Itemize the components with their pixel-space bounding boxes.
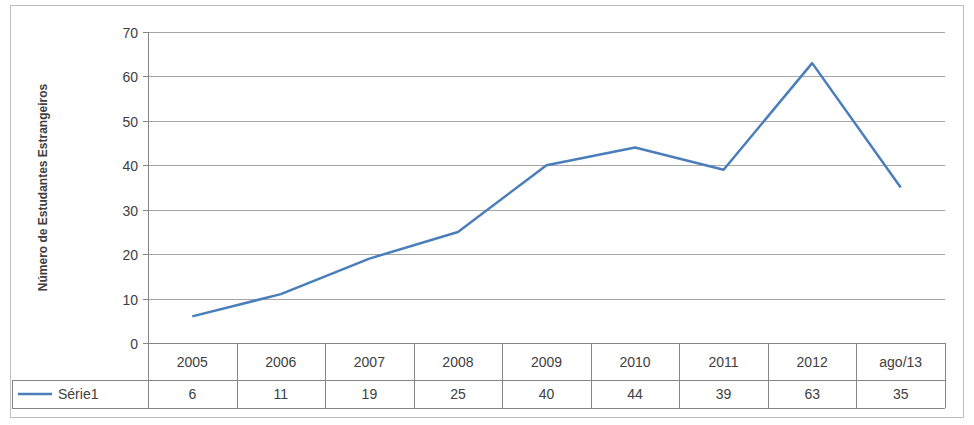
plot-area [192, 63, 900, 316]
y-tick-label: 40 [122, 158, 138, 174]
grid-line [148, 32, 945, 33]
table-line [591, 343, 592, 408]
table-line [325, 343, 326, 408]
y-tick-label: 30 [122, 203, 138, 219]
x-tick-label: 2007 [354, 354, 385, 370]
x-tick-label: 2011 [709, 354, 739, 370]
table-value: 63 [804, 386, 820, 402]
y-tick [143, 121, 148, 122]
y-tick [143, 210, 148, 211]
y-tick-label: 0 [130, 336, 138, 352]
table-value: 40 [539, 386, 555, 402]
table-line [148, 343, 149, 408]
x-tick-label: 2005 [177, 354, 208, 370]
legend-label: Série1 [58, 386, 99, 402]
x-tick-label: 2012 [797, 354, 828, 370]
x-tick-label: 2009 [531, 354, 562, 370]
table-line [12, 380, 13, 408]
y-tick [143, 32, 148, 33]
table-value: 6 [188, 386, 196, 402]
y-tick-label: 50 [122, 114, 138, 130]
table-line [148, 343, 945, 344]
grid: 0 10 20 30 40 50 60 70 [122, 25, 945, 352]
chart-svg: 0 10 20 30 40 50 60 70 Número de Estudantes Estr… [0, 0, 974, 425]
table-line [414, 343, 415, 408]
y-tick [143, 299, 148, 300]
table-line [768, 343, 769, 408]
data-table: 2005 2006 2007 2008 2009 2010 2011 2012 ago/13 Sé… [12, 343, 946, 409]
table-line [945, 343, 946, 408]
series-line [192, 63, 900, 316]
chart-container: 0 10 20 30 40 50 60 70 Número de Estudantes Estr… [0, 0, 974, 425]
chart-frame [11, 6, 964, 418]
x-tick-label: 2006 [265, 354, 296, 370]
table-value: 19 [362, 386, 378, 402]
y-axis [148, 32, 149, 343]
grid-line [148, 299, 945, 300]
table-line [856, 343, 857, 408]
grid-line [148, 343, 945, 344]
y-tick-label: 20 [122, 247, 138, 263]
y-tick [143, 76, 148, 77]
grid-line [148, 210, 945, 211]
table-value: 44 [627, 386, 643, 402]
table-value: 35 [893, 386, 909, 402]
table-line [237, 343, 238, 408]
y-tick-label: 60 [122, 69, 138, 85]
grid-line [148, 76, 945, 77]
y-tick-label: 70 [122, 25, 138, 41]
y-tick [143, 343, 148, 344]
grid-line [148, 254, 945, 255]
table-value: 39 [716, 386, 732, 402]
table-line [12, 408, 945, 409]
table-line [679, 343, 680, 408]
x-tick-label: ago/13 [879, 354, 922, 370]
table-line [12, 380, 945, 381]
table-value: 11 [274, 386, 289, 402]
x-tick-label: 2008 [442, 354, 473, 370]
table-line [502, 343, 503, 408]
grid-line [148, 121, 945, 122]
y-tick [143, 254, 148, 255]
legend-key [18, 393, 52, 396]
y-axis-label: Número de Estudantes Estrangeiros [36, 83, 50, 291]
table-value: 25 [450, 386, 466, 402]
x-tick-label: 2010 [619, 354, 650, 370]
y-tick [143, 165, 148, 166]
y-tick-label: 10 [122, 292, 138, 308]
